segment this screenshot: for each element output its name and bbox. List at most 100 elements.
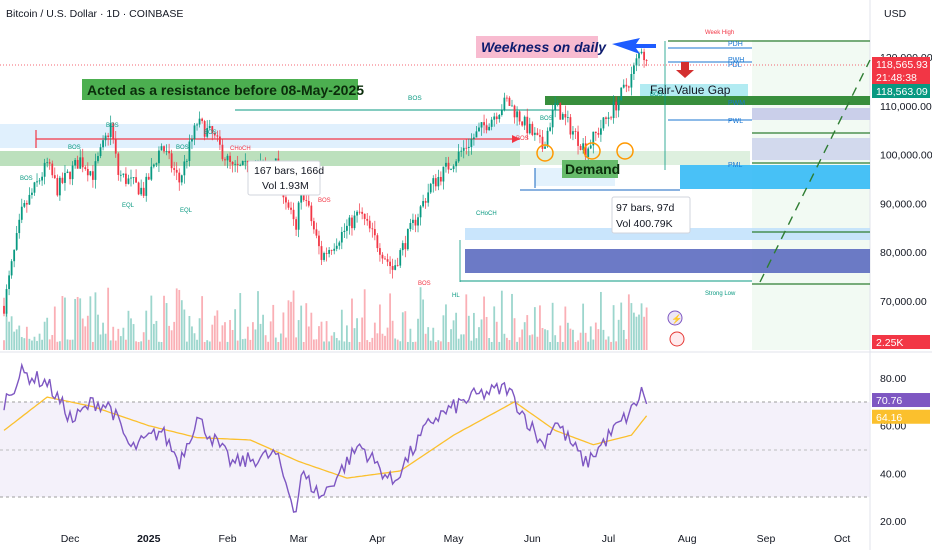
candle-body bbox=[617, 99, 620, 111]
volume-bar bbox=[43, 321, 46, 350]
volume-bar bbox=[381, 333, 384, 350]
volume-bar bbox=[292, 290, 295, 350]
candle-body bbox=[145, 176, 148, 196]
candle-body bbox=[79, 157, 82, 169]
volume-bar bbox=[97, 314, 99, 350]
us-flag-icon[interactable] bbox=[669, 331, 685, 347]
volume-bar bbox=[404, 311, 407, 350]
volume-bar bbox=[414, 341, 417, 350]
volume-tag: 2.25K bbox=[876, 337, 903, 349]
volume-bar bbox=[221, 325, 224, 350]
candle-body bbox=[450, 169, 452, 170]
volume-bar bbox=[147, 339, 150, 350]
volume-bar bbox=[346, 325, 348, 350]
volume-bar bbox=[511, 293, 513, 350]
candle-body bbox=[473, 137, 475, 139]
volume-bar bbox=[211, 324, 214, 350]
volume-bar bbox=[170, 330, 173, 350]
volume-bar bbox=[173, 321, 176, 350]
candle-body bbox=[81, 157, 84, 168]
fvg-label[interactable]: Fair-Value Gap bbox=[650, 83, 731, 97]
candle-body bbox=[198, 118, 201, 125]
volume-bar bbox=[549, 341, 551, 350]
volume-bar bbox=[297, 320, 300, 350]
volume-bar bbox=[473, 312, 475, 350]
candle-body bbox=[526, 116, 529, 134]
volume-bar bbox=[546, 330, 549, 350]
bos-label-bearish-3: BOS bbox=[516, 136, 529, 142]
candle-body bbox=[56, 178, 59, 196]
volume-bar bbox=[528, 335, 531, 350]
candle-body bbox=[147, 176, 150, 180]
candle-body bbox=[554, 103, 557, 110]
volume-bar bbox=[353, 328, 356, 350]
resistance-annotation-box bbox=[82, 79, 358, 100]
volume-bar bbox=[102, 322, 104, 350]
candle-body bbox=[490, 119, 493, 127]
candle-body bbox=[513, 105, 516, 118]
candle-body bbox=[605, 117, 607, 119]
volume-bar bbox=[417, 318, 419, 350]
candle-body bbox=[191, 139, 193, 142]
demand-label[interactable]: Demand bbox=[565, 161, 620, 177]
volume-bar bbox=[140, 341, 143, 350]
time-tick-label: Feb bbox=[218, 533, 236, 545]
candle-body bbox=[503, 97, 506, 110]
event-icon-glyph: ⚡ bbox=[671, 313, 682, 325]
candle-body bbox=[447, 162, 450, 170]
volume-bar bbox=[419, 287, 422, 350]
candle-body bbox=[511, 105, 513, 107]
time-tick-label: Jul bbox=[602, 533, 615, 545]
volume-bar bbox=[20, 337, 23, 350]
candle-body bbox=[485, 125, 488, 131]
volume-bar bbox=[315, 339, 318, 350]
resistance-annotation[interactable]: Acted as a resistance before 08-May-2025 bbox=[87, 82, 364, 98]
candle-body bbox=[366, 218, 369, 221]
volume-bar bbox=[92, 341, 94, 350]
volume-bar bbox=[582, 303, 585, 350]
volume-bar bbox=[607, 336, 610, 350]
candle-body bbox=[66, 171, 69, 173]
candle-body bbox=[318, 235, 320, 247]
candle-body bbox=[589, 145, 592, 149]
volume-bar bbox=[592, 339, 595, 350]
candle-body bbox=[5, 289, 8, 314]
candle-body bbox=[467, 146, 470, 148]
volume-bar bbox=[379, 304, 381, 350]
candle-body bbox=[122, 173, 125, 175]
volume-bar bbox=[5, 312, 8, 350]
event-icon[interactable] bbox=[667, 310, 683, 326]
rsi-ma-tag-bg bbox=[872, 409, 930, 424]
volume-bar bbox=[602, 329, 605, 350]
candle-body bbox=[439, 176, 442, 182]
volume-bar bbox=[201, 296, 204, 350]
weakness-annotation[interactable]: Weekness on daily bbox=[481, 39, 607, 55]
range2-vol: Vol 400.79K bbox=[616, 218, 673, 230]
candle-body bbox=[528, 123, 531, 134]
volume-bar bbox=[285, 337, 287, 350]
candle-body bbox=[551, 109, 554, 128]
candle-body bbox=[531, 123, 534, 135]
volume-bar bbox=[259, 323, 262, 350]
candle-body bbox=[627, 86, 630, 88]
candle-body bbox=[541, 136, 544, 149]
volume-bar bbox=[348, 341, 351, 350]
axes: 120,000.00110,000.00100,000.0090,000.008… bbox=[61, 52, 932, 545]
candle-body bbox=[569, 117, 572, 135]
countdown-tag-bg bbox=[872, 70, 930, 84]
volume-bar bbox=[447, 341, 450, 350]
candle-body bbox=[424, 201, 427, 203]
candle-body bbox=[213, 133, 216, 136]
candle-body bbox=[495, 116, 498, 120]
weakness-annotation-box bbox=[476, 36, 598, 58]
candle-body bbox=[371, 228, 374, 230]
candle-body bbox=[20, 206, 23, 220]
volume-bar bbox=[564, 306, 567, 350]
candle-body bbox=[109, 123, 112, 137]
volume-bar bbox=[246, 326, 249, 350]
candle-body bbox=[208, 126, 211, 129]
candle-body bbox=[429, 183, 432, 193]
candle-body bbox=[406, 229, 409, 250]
candle-body bbox=[102, 140, 104, 148]
